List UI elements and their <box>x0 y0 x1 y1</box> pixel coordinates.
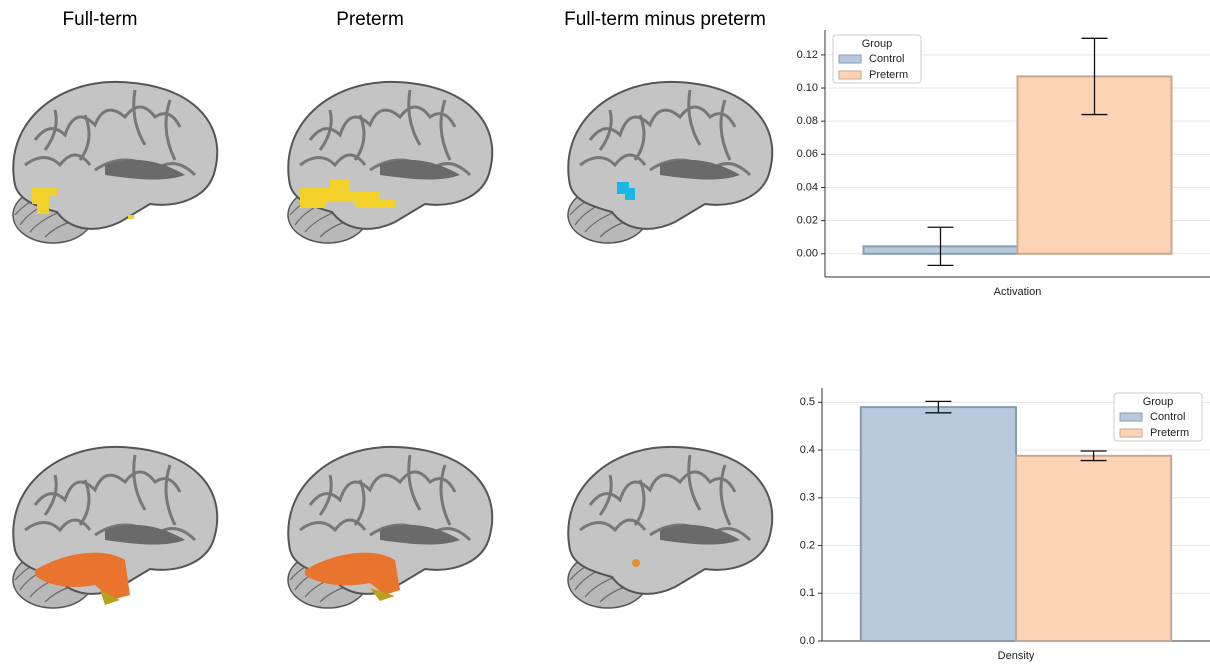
brain-image <box>288 447 492 608</box>
page: Full-term Preterm Full-term minus preter… <box>0 0 1210 668</box>
y-tick-label: 0.1 <box>800 587 815 599</box>
y-tick-label: 0.02 <box>797 215 818 227</box>
brain-image <box>288 82 492 243</box>
bar <box>1016 456 1171 641</box>
y-tick-label: 0.00 <box>797 248 818 260</box>
brain-image <box>568 447 772 608</box>
y-tick-label: 0.12 <box>797 49 818 61</box>
legend-swatch <box>1120 429 1142 437</box>
y-tick-label: 0.10 <box>797 82 818 94</box>
panel-title: Full-term minus preterm <box>564 9 766 30</box>
y-tick-label: 0.06 <box>797 148 818 160</box>
figure: Full-term Preterm Full-term minus preter… <box>0 0 1210 663</box>
x-tick-label: Activation <box>994 286 1042 298</box>
bar <box>861 407 1016 641</box>
y-tick-label: 0.2 <box>800 539 815 551</box>
brain-image <box>13 82 217 243</box>
legend-swatch <box>1120 413 1142 421</box>
panel-title: Full-term <box>63 9 138 30</box>
y-tick-label: 0.3 <box>800 492 815 504</box>
y-tick-label: 0.0 <box>800 635 815 647</box>
y-tick-label: 0.08 <box>797 115 818 127</box>
legend-swatch <box>839 71 861 79</box>
y-tick-label: 0.5 <box>800 396 815 408</box>
legend-title: Group <box>862 38 893 50</box>
y-tick-label: 0.04 <box>797 181 818 193</box>
legend-label: Control <box>1150 411 1185 423</box>
y-tick-label: 0.4 <box>800 444 815 456</box>
legend-label: Preterm <box>869 69 908 81</box>
legend-label: Preterm <box>1150 427 1189 439</box>
legend-swatch <box>839 55 861 63</box>
panel-title: Preterm <box>336 9 404 30</box>
x-tick-label: Density <box>998 650 1035 662</box>
legend-title: Group <box>1143 396 1174 408</box>
brain-image <box>568 82 772 243</box>
brain-image <box>13 447 217 608</box>
legend-label: Control <box>869 53 904 65</box>
